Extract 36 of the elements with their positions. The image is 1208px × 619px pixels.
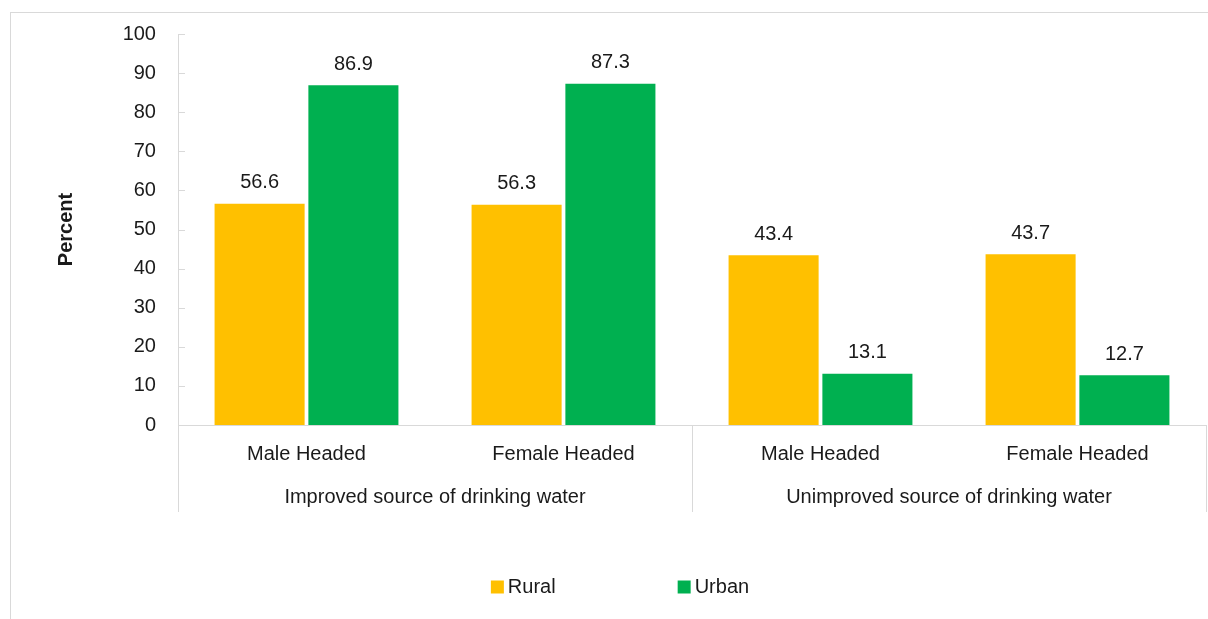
y-tick-label: 80	[133, 99, 156, 122]
data-label: 12.7	[1104, 341, 1144, 364]
bar	[1079, 375, 1170, 425]
data-label: 86.9	[333, 51, 373, 74]
text: Unimproved source of drinking water	[786, 484, 1113, 507]
y-tick-label: 40	[133, 256, 156, 279]
bar	[728, 255, 819, 425]
x-tick-label: Male Headed	[761, 441, 880, 464]
y-tick-label: 10	[133, 373, 156, 396]
y-tick-label: 60	[133, 177, 156, 200]
data-label: 43.4	[754, 221, 794, 244]
x-tick-label: Female Headed	[492, 441, 635, 464]
bar	[308, 85, 399, 425]
data-label: 43.7	[1011, 220, 1051, 243]
bar	[985, 254, 1076, 425]
y-tick-label: 20	[133, 334, 156, 357]
legend-label: Urban	[694, 574, 750, 597]
y-axis-title: Percent	[53, 192, 76, 267]
y-tick-label: 0	[144, 412, 156, 435]
x-tick-label: Male Headed	[247, 441, 366, 464]
data-label: 13.1	[847, 340, 887, 363]
bar	[471, 204, 562, 425]
bar	[214, 203, 305, 425]
data-label: 56.6	[240, 170, 280, 193]
bar	[822, 373, 913, 425]
y-tick-label: 30	[133, 295, 156, 318]
y-tick-label: 100	[122, 21, 156, 44]
bar	[565, 83, 656, 425]
y-tick-label: 50	[133, 217, 156, 240]
data-label: 87.3	[590, 50, 630, 73]
data-label: 56.3	[497, 171, 537, 194]
x-tick-label: Female Headed	[1006, 441, 1149, 464]
legend-label: Rural	[507, 574, 556, 597]
y-tick-label: 90	[133, 60, 156, 83]
text: Improved source of drinking water	[284, 484, 586, 507]
y-tick-label: 70	[133, 138, 156, 161]
